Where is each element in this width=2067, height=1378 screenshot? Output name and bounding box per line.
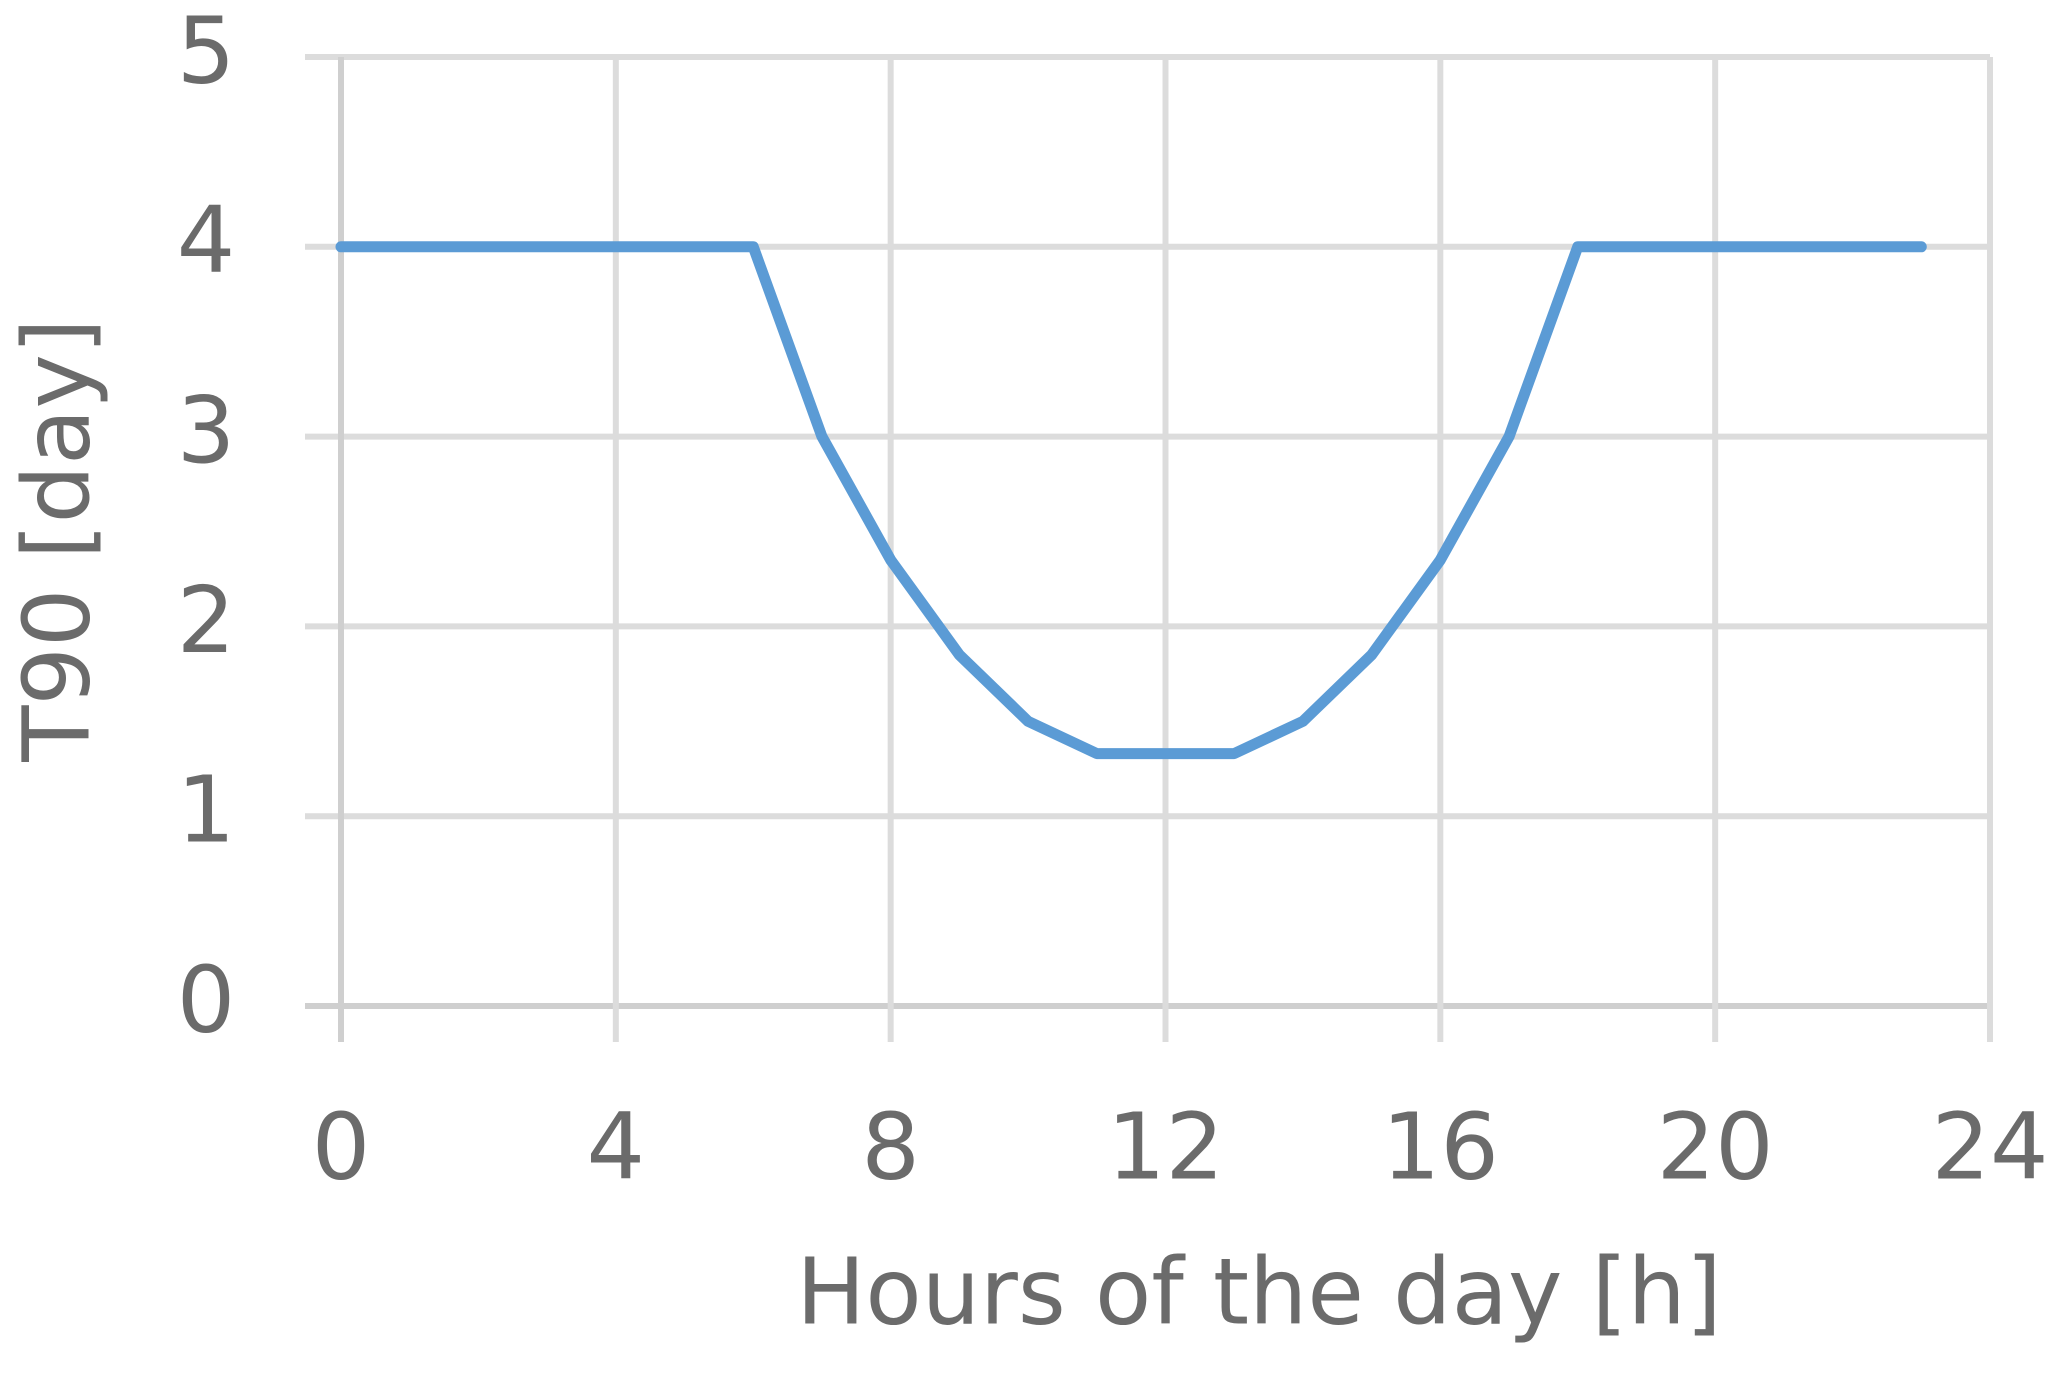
y-tick-label: 5: [177, 0, 236, 104]
y-axis-title: T90 [day]: [3, 318, 110, 763]
y-tick-label: 2: [177, 567, 236, 674]
y-tick-label: 3: [177, 377, 236, 484]
data-line: [335, 241, 1927, 760]
y-tick-label: 1: [177, 757, 236, 864]
x-tick-label: 20: [1657, 1093, 1774, 1200]
x-tick-label: 12: [1107, 1093, 1224, 1200]
x-tick-label: 0: [312, 1093, 371, 1200]
x-tick-label: 16: [1382, 1093, 1499, 1200]
y-tick-label: 4: [177, 187, 236, 294]
x-tick-label: 8: [861, 1093, 920, 1200]
x-axis-title: Hours of the day [h]: [796, 1238, 1721, 1345]
x-tick-label: 4: [587, 1093, 646, 1200]
x-tick-label: 24: [1931, 1093, 2048, 1200]
y-tick-label: 0: [177, 946, 236, 1053]
